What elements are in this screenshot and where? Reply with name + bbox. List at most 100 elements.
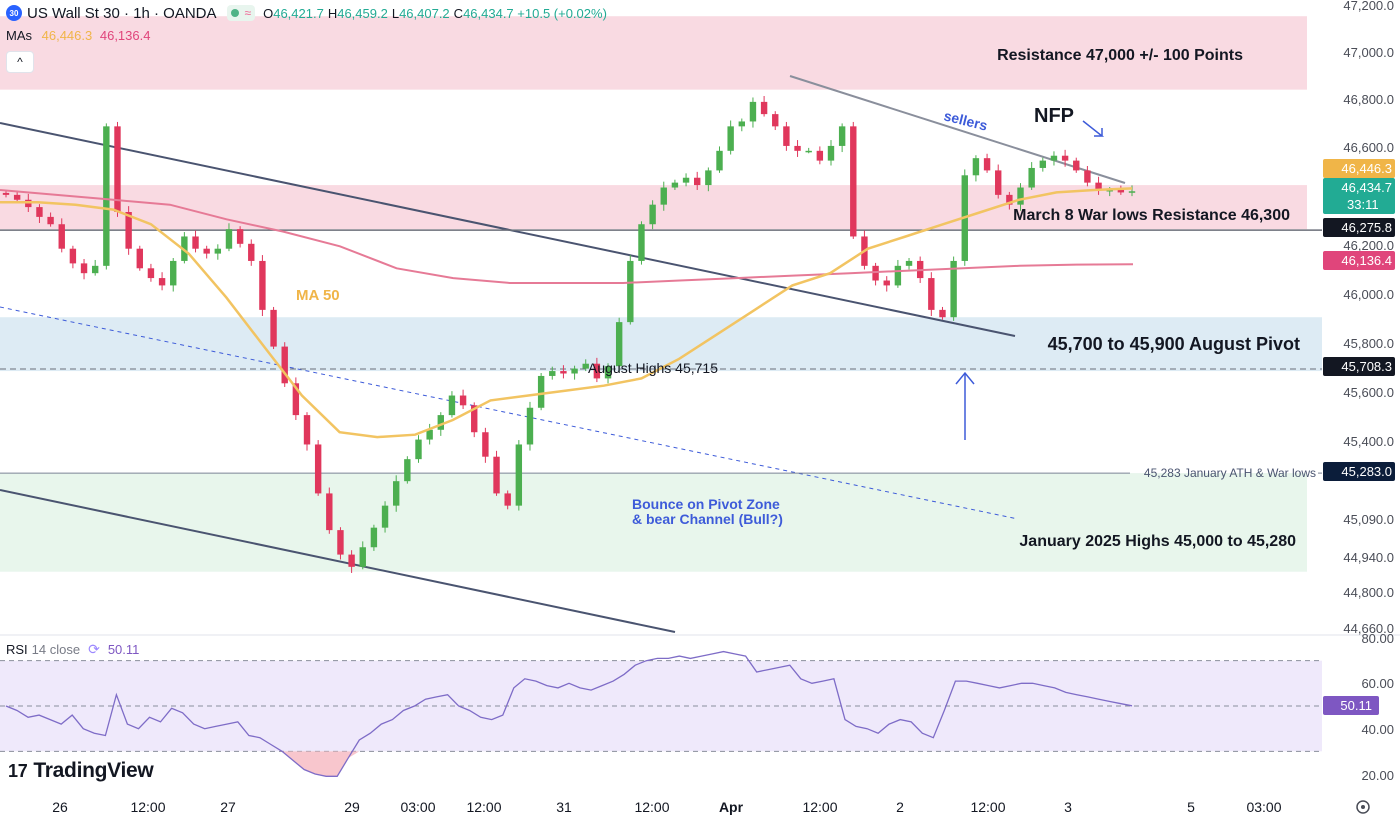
candle-body: [549, 371, 556, 376]
candle-body: [627, 260, 634, 323]
ath-line-label: 45,283 January ATH & War lows: [1144, 466, 1316, 480]
price-tick-label: 44,660.0: [1343, 621, 1394, 636]
price-tick-label: 44,800.0: [1343, 585, 1394, 600]
candle-body: [471, 405, 478, 433]
candle-body: [1050, 155, 1058, 161]
time-axis-label: 31: [556, 799, 572, 815]
candle-body: [872, 265, 879, 281]
candle-body: [694, 177, 701, 186]
candle-body: [560, 371, 567, 374]
candle-body: [392, 481, 400, 506]
rsi-legend[interactable]: RSI 14 close ⟳ 50.11: [6, 641, 139, 658]
candle-body: [593, 363, 601, 379]
ohlc-high: H46,459.2: [327, 5, 388, 21]
candle-body: [326, 493, 333, 531]
channel-lower-line: [0, 489, 676, 633]
candle-body: [1095, 182, 1102, 190]
rsi-label: RSI: [6, 642, 28, 657]
candle-body: [337, 530, 344, 555]
candle-body: [259, 260, 266, 310]
candle-body: [526, 407, 534, 445]
candle-body: [638, 224, 645, 261]
time-axis-label: 5: [1187, 799, 1195, 815]
zone-3: [0, 317, 1322, 372]
candle-body: [827, 145, 835, 161]
candle-body: [80, 263, 88, 274]
price-label-text: 46,434.7: [1341, 180, 1392, 195]
rsi-value: 50.11: [107, 642, 140, 657]
candle-body: [727, 126, 734, 151]
sellers-trend-line: [789, 75, 1126, 184]
candle-body: [314, 444, 322, 494]
collapse-legend-button[interactable]: ^: [6, 51, 34, 73]
ma-legend-label: MAs: [6, 28, 32, 43]
candle-body: [170, 260, 177, 286]
candle-body: [203, 248, 210, 254]
time-axis-label: 12:00: [970, 799, 1005, 815]
ma200-value: 46,136.4: [99, 28, 151, 43]
zone-label-3: 45,700 to 45,900 August Pivot: [1048, 334, 1300, 354]
symbol-title[interactable]: US Wall St 30 · 1h · OANDA: [27, 4, 217, 22]
tradingview-logo[interactable]: 17 TradingView: [8, 759, 154, 783]
price-label-box: [1323, 178, 1395, 214]
cycle-icon: ⟳: [88, 641, 100, 657]
candle-body: [894, 265, 902, 286]
candle-body: [482, 432, 489, 457]
sellers-annotation: sellers: [942, 107, 989, 133]
price-tick-label: 45,800.0: [1343, 336, 1394, 351]
candle-body: [972, 158, 980, 176]
candle-body: [348, 554, 355, 567]
candle-body: [236, 229, 244, 244]
candle-body: [248, 243, 255, 261]
candle-body: [582, 363, 589, 369]
market-status[interactable]: ≈: [226, 5, 256, 21]
candle-body: [671, 182, 679, 188]
symbol-badge[interactable]: 30: [6, 5, 22, 21]
ma-legend[interactable]: MAs 46,446.3 46,136.4: [6, 28, 150, 43]
tradingview-mark-icon: 17: [8, 760, 28, 781]
candle-body: [738, 121, 746, 127]
candle-body: [805, 150, 812, 153]
candle-body: [649, 204, 656, 225]
price-tick-label: 44,940.0: [1343, 550, 1394, 565]
nfp-annotation: NFP: [1034, 105, 1074, 127]
candle-body: [1117, 189, 1125, 193]
candle-body: [883, 280, 890, 286]
candle-body: [281, 346, 288, 384]
candle-body: [1084, 170, 1091, 183]
ma50-line: [0, 187, 1133, 439]
candle-body: [136, 248, 143, 269]
candle-body: [69, 248, 77, 264]
ma50-value: 46,446.3: [41, 28, 93, 43]
time-axis-label: Apr: [719, 799, 744, 815]
candle-body: [13, 194, 21, 200]
candle-body: [772, 114, 779, 127]
tradingview-wordmark: TradingView: [33, 759, 154, 782]
candle-body: [537, 375, 545, 408]
candle-body: [928, 278, 935, 310]
candle-body: [850, 126, 857, 237]
candle-body: [2, 192, 10, 195]
candle-body: [214, 248, 222, 254]
candle-body: [1128, 191, 1136, 193]
pivot-arrow-head: [955, 371, 975, 385]
price-label-box: [1323, 357, 1395, 376]
candle-body: [1006, 194, 1013, 205]
candle-body: [303, 415, 311, 445]
candle-body: [192, 236, 199, 249]
candle-body: [36, 207, 43, 217]
wave-icon: ≈: [244, 6, 252, 20]
candle-body: [125, 212, 132, 249]
candle-body: [794, 145, 801, 151]
countdown-text: 33:11: [1347, 197, 1379, 212]
candle-body: [749, 101, 757, 122]
candle-body: [939, 309, 946, 318]
channel-mid-line: [0, 306, 1019, 520]
time-axis-label: 27: [220, 799, 236, 815]
candle-body: [158, 278, 166, 286]
price-label-text: 46,446.3: [1341, 161, 1392, 176]
price-tick-label: 46,800.0: [1343, 92, 1394, 107]
candle-body: [147, 268, 155, 279]
candle-body: [91, 265, 99, 274]
